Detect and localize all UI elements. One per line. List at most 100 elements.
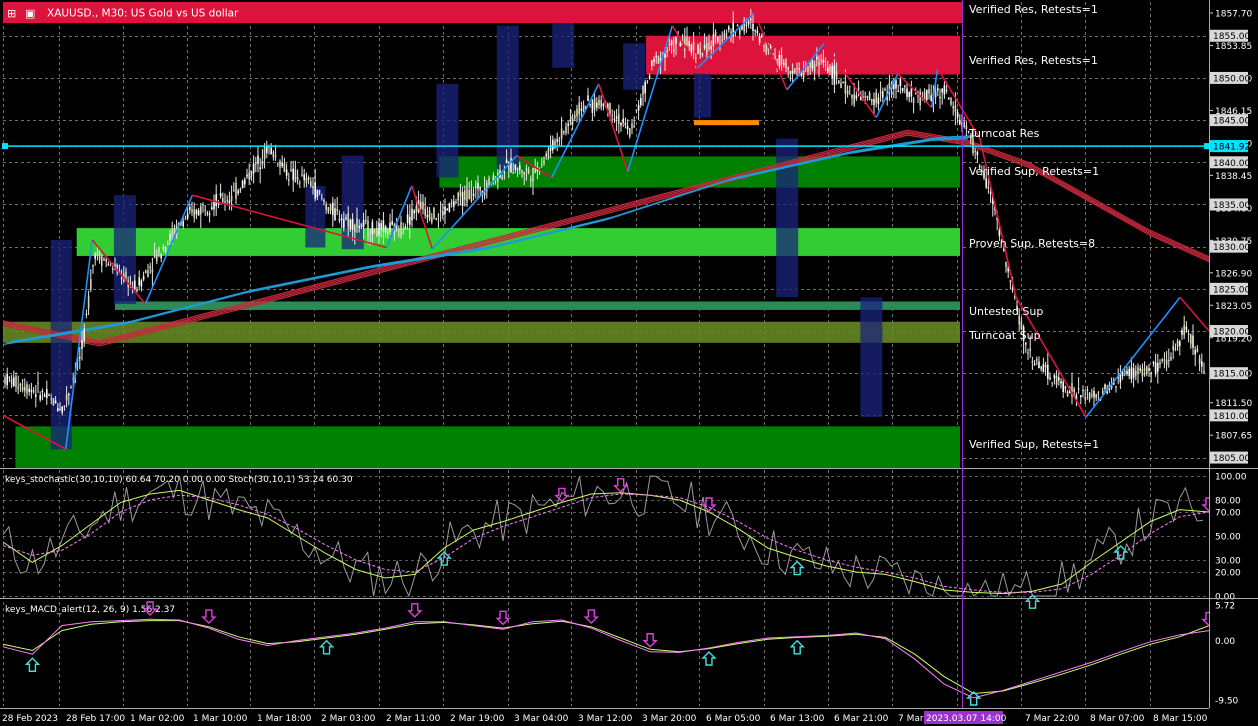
candle-body (820, 59, 822, 62)
candles (4, 9, 1205, 416)
candle-body (611, 115, 613, 117)
candle-body (780, 54, 783, 65)
candle-body (906, 88, 908, 97)
candle-body (72, 378, 74, 380)
price-badge (1210, 114, 1248, 127)
candle-body (816, 56, 818, 60)
candle-body (413, 210, 415, 214)
candle-body (169, 234, 171, 241)
candle-body (547, 149, 550, 157)
time-axis-label: 8 Mar 07:00 (1090, 714, 1145, 724)
axis-tick-label: 1853.85 (1215, 42, 1252, 52)
zone-labels: Verified Res, Retests=1 Verified Res, Ret… (968, 3, 1099, 451)
macd-arrow-up-icon (318, 639, 335, 655)
candle-body (657, 56, 660, 64)
candle-body (1161, 359, 1163, 362)
candle-body (598, 99, 600, 106)
hline-handle[interactable] (1204, 143, 1210, 150)
candle-body (204, 209, 206, 211)
candle-body (1086, 389, 1089, 391)
candle-body (343, 219, 345, 228)
ma-blue-line (10, 135, 976, 343)
candle-body (360, 223, 363, 228)
candle-body (1097, 392, 1100, 394)
swing-box (860, 297, 883, 418)
candle-body (888, 82, 891, 93)
candle-body (954, 105, 957, 113)
candle-body (162, 247, 165, 250)
cursor-time-label: 2023.03.07 14:00 (926, 714, 1007, 724)
candle-body (844, 80, 847, 94)
zigzag-segment (823, 42, 877, 119)
stoch-arrow-up-icon (1024, 594, 1041, 609)
candle-body (41, 390, 44, 392)
candle-body (578, 102, 580, 115)
zigzag-segment (192, 194, 387, 249)
candle-body (965, 125, 968, 130)
time-axis-label: 3 Mar 12:00 (578, 714, 633, 724)
zone-turncoat_res (693, 120, 760, 126)
app-icon-2[interactable]: ▣ (25, 7, 35, 20)
candle-body (670, 40, 673, 46)
swing-box (50, 239, 72, 450)
candle-body (875, 92, 877, 104)
swing-box (552, 12, 575, 68)
candle-body (778, 55, 781, 67)
candle-body (1064, 386, 1067, 389)
candle-body (182, 221, 184, 227)
zigzag-segment (1085, 296, 1181, 418)
candle-body (105, 259, 107, 262)
candle-body (846, 90, 849, 95)
candle-body (4, 377, 6, 384)
candle-body (827, 67, 829, 73)
candle-body (1110, 384, 1113, 388)
candle-body (1044, 365, 1047, 368)
candle-body (85, 313, 88, 315)
swing-box (693, 73, 712, 118)
candle-body (94, 253, 96, 259)
candle-body (1143, 368, 1146, 371)
candle-body (576, 108, 578, 117)
candle-body (380, 223, 382, 230)
candle-body (1190, 334, 1192, 344)
candle-body (723, 33, 726, 37)
horizontal-line[interactable] (2, 143, 1210, 150)
candle-body (959, 119, 961, 125)
candle-body (92, 264, 94, 267)
zone-untested (114, 301, 961, 310)
app-icon[interactable]: ⊞ (7, 7, 16, 20)
time-axis-label: 1 Mar 10:00 (193, 714, 248, 724)
candle-body (382, 220, 385, 232)
candle-body (904, 85, 906, 88)
candle-body (1126, 370, 1128, 375)
candle-body (824, 64, 827, 66)
axis-tick-label: 1838.45 (1215, 172, 1252, 182)
candle-body (90, 279, 92, 290)
candle-body (514, 164, 517, 170)
candle-body (653, 58, 655, 62)
candle-body (422, 201, 424, 210)
candle-body (787, 66, 789, 70)
time-axis-label: 3 Mar 20:00 (642, 714, 697, 724)
candle-body (219, 193, 222, 197)
candle-body (860, 94, 862, 101)
macd-arrow-up-icon (701, 651, 717, 666)
candle-body (527, 169, 530, 174)
macd-arrow-down-icon (583, 609, 599, 625)
candle-body (362, 220, 365, 227)
hline-handle[interactable] (2, 143, 8, 150)
candle-body (404, 226, 407, 230)
axis-tick-label: 1823.05 (1215, 302, 1252, 312)
candle-body (589, 103, 591, 105)
price-badge (1210, 451, 1248, 464)
candle-body (387, 232, 389, 234)
candle-body (1055, 376, 1058, 385)
candle-body (1130, 367, 1133, 380)
candle-body (453, 201, 455, 207)
candle-body (217, 202, 220, 205)
candle-body (277, 163, 279, 165)
candle-body (459, 189, 462, 197)
zone-label: Untested Sup (969, 305, 1043, 318)
